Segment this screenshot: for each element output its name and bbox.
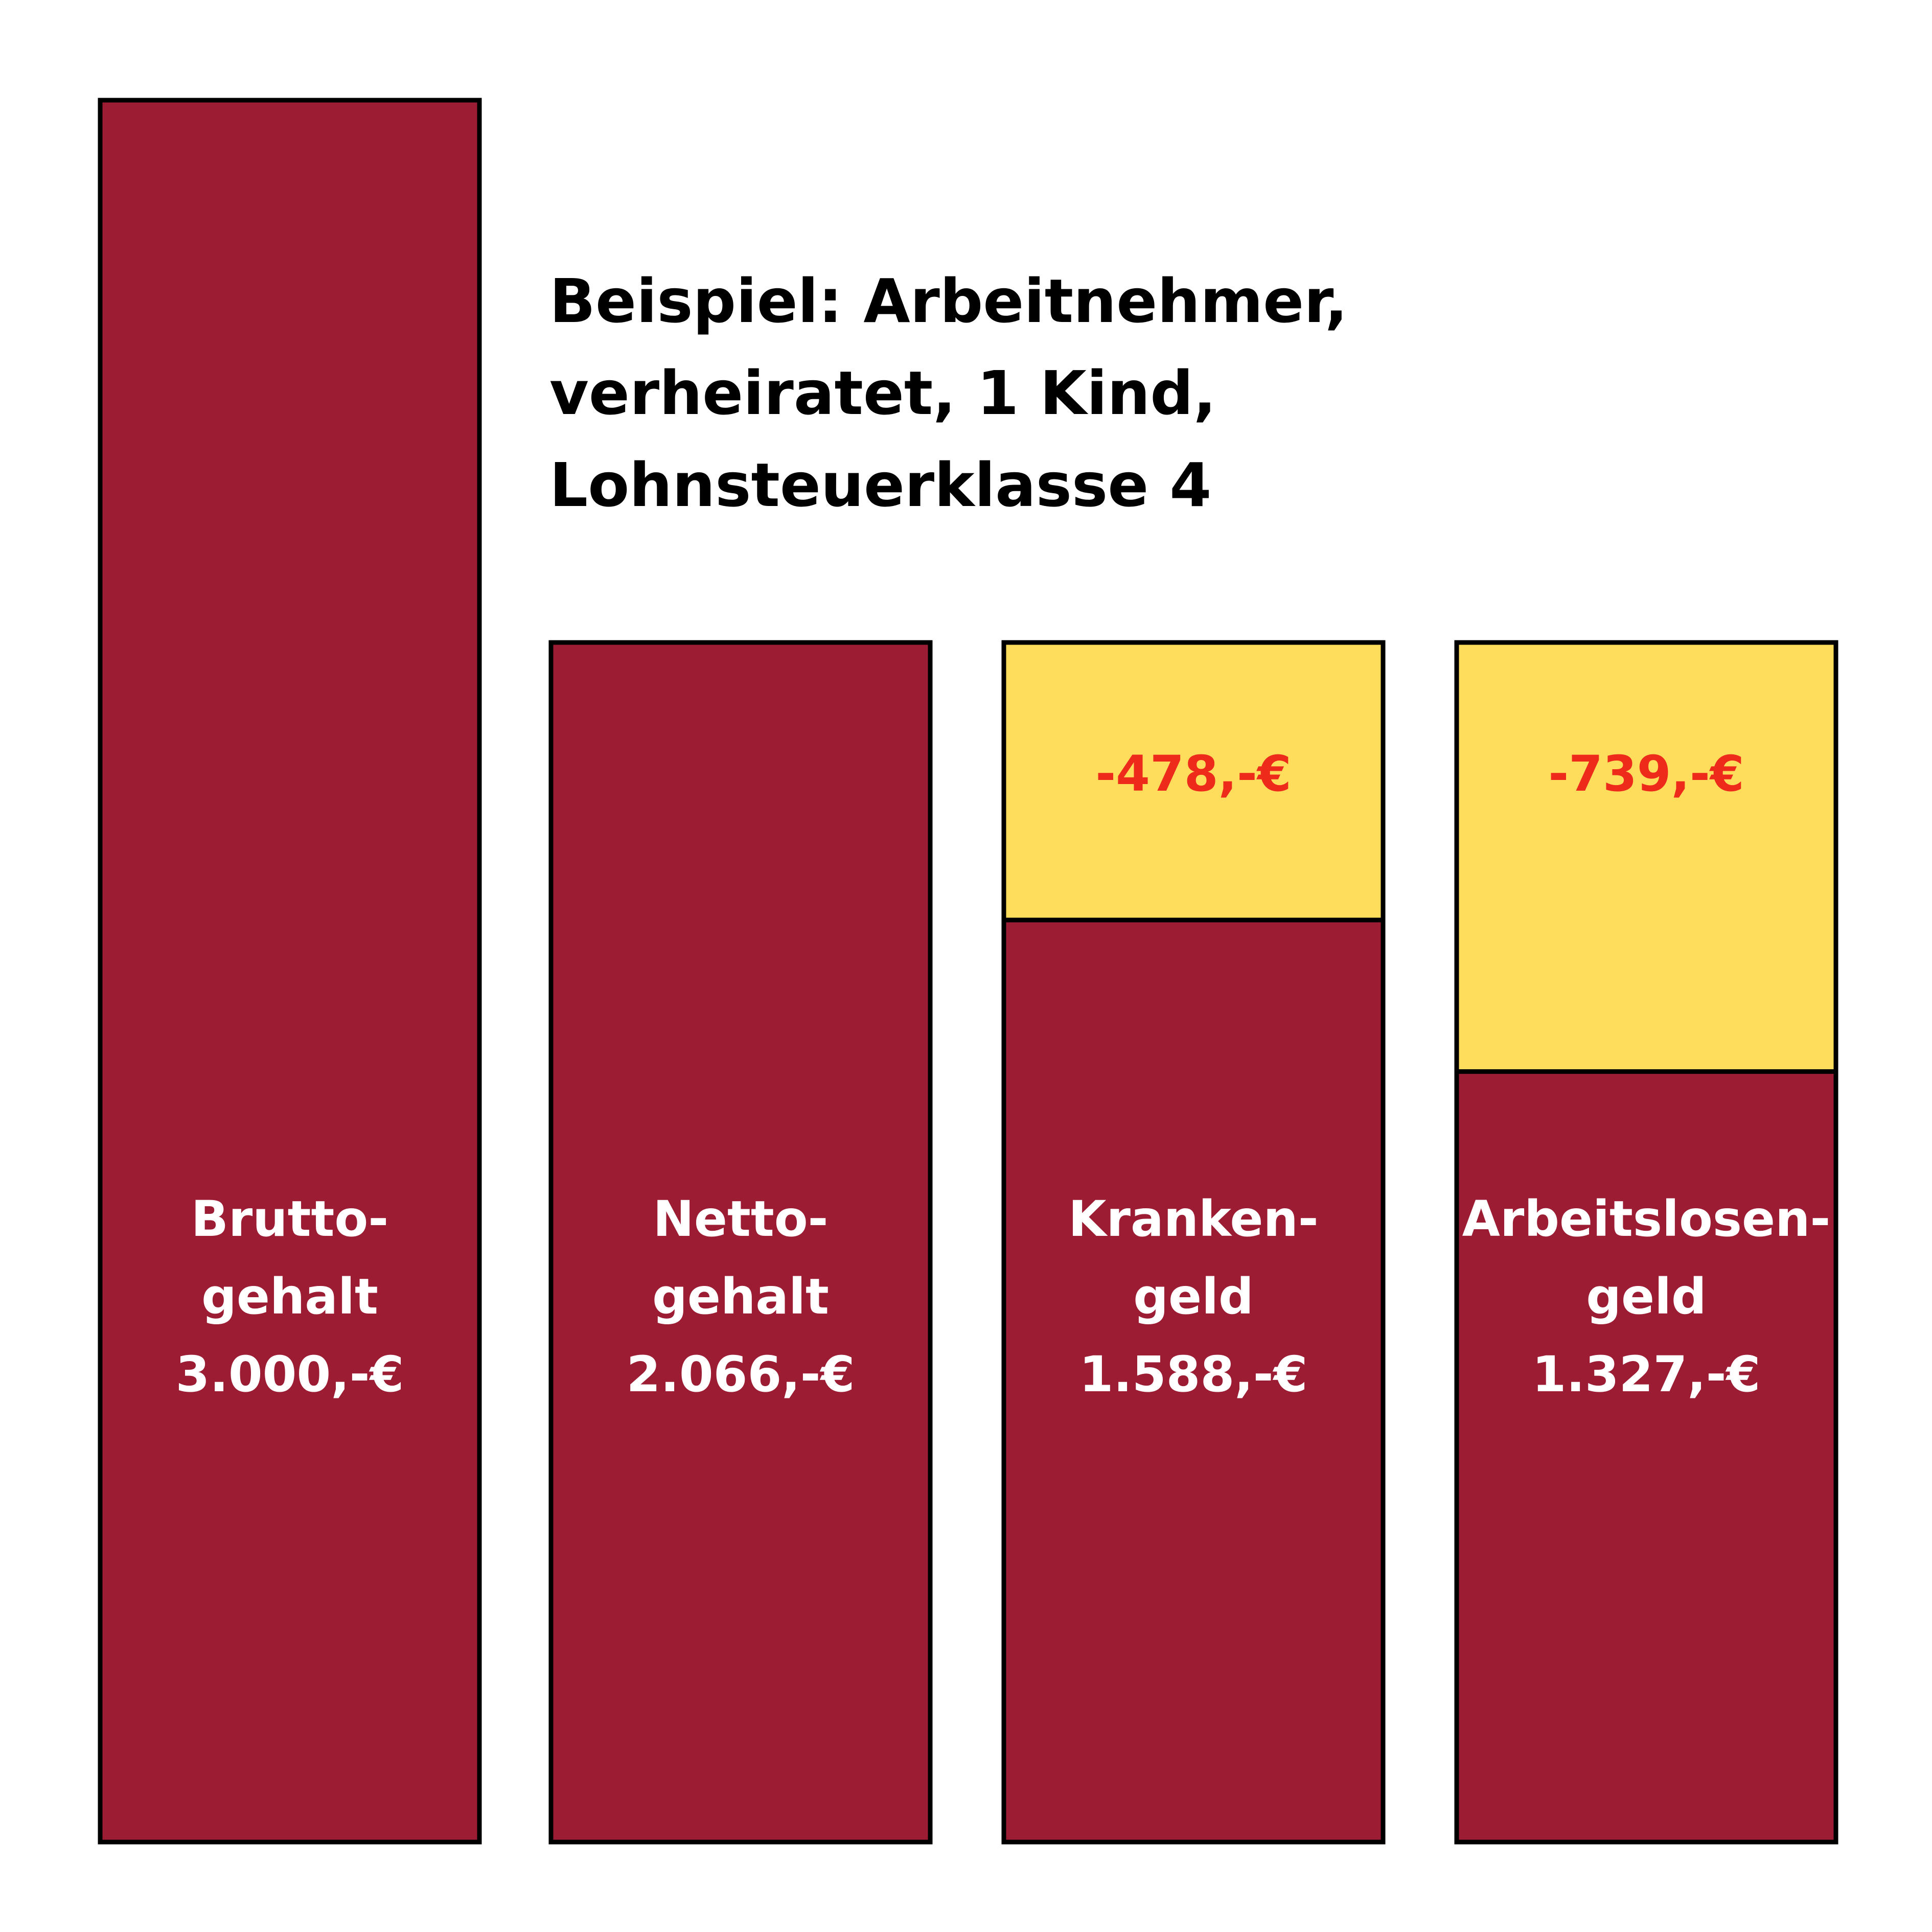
bar-label-3-line-3: 1.588,-€: [1079, 1346, 1308, 1403]
bar-group-4: -739,-€ Arbeitslosen-geld 1.327,-€: [1454, 640, 1838, 1845]
chart-title: Beispiel: Arbeitnehmer, verheiratet, 1 Ki…: [549, 266, 1348, 520]
bar-label-1-line-1: Brutto-: [191, 1190, 388, 1248]
bar-value-segment-3: [1001, 917, 1386, 1845]
bar-value-segment-4: [1454, 1069, 1838, 1845]
bar-value-segment-2: [548, 640, 933, 1845]
bar-label-3-line-1: Kranken-: [1068, 1190, 1318, 1248]
bar-reduction-segment-4: [1454, 640, 1838, 1074]
chart-title-line-1: Beispiel: Arbeitnehmer,: [549, 266, 1348, 336]
bar-label-4-line-1: Arbeitslosen-: [1462, 1190, 1831, 1248]
bar-group-3: -478,-€ Kranken-geld 1.588,-€: [1001, 640, 1386, 1845]
bar-group-1: Brutto-gehalt 3.000,-€: [98, 98, 482, 1845]
bar-reduction-label-3: -478,-€: [1095, 745, 1291, 802]
bar-label-3-line-2: geld: [1133, 1268, 1253, 1325]
chart-title-line-3: Lohnsteuerklasse 4: [549, 450, 1211, 520]
bars: Brutto-gehalt 3.000,-€ Netto-gehalt 2.066,-…: [98, 98, 1838, 1845]
bar-label-4-line-2: geld: [1586, 1268, 1706, 1325]
bar-reduction-label-4: -739,-€: [1548, 745, 1744, 802]
chart-title-line-2: verheiratet, 1 Kind,: [549, 358, 1216, 428]
bar-label-4-line-3: 1.327,-€: [1532, 1346, 1761, 1403]
bar-label-1-line-2: gehalt: [201, 1268, 378, 1325]
bar-label-1-line-3: 3.000,-€: [176, 1346, 404, 1403]
bar-value-segment-1: [98, 98, 482, 1845]
bar-label-2-line-1: Netto-: [653, 1190, 828, 1248]
bar-reduction-segment-3: [1001, 640, 1386, 923]
bar-label-2-line-3: 2.066,-€: [627, 1346, 855, 1403]
bar-group-2: Netto-gehalt 2.066,-€: [548, 640, 933, 1845]
bar-label-2-line-2: gehalt: [652, 1268, 829, 1325]
